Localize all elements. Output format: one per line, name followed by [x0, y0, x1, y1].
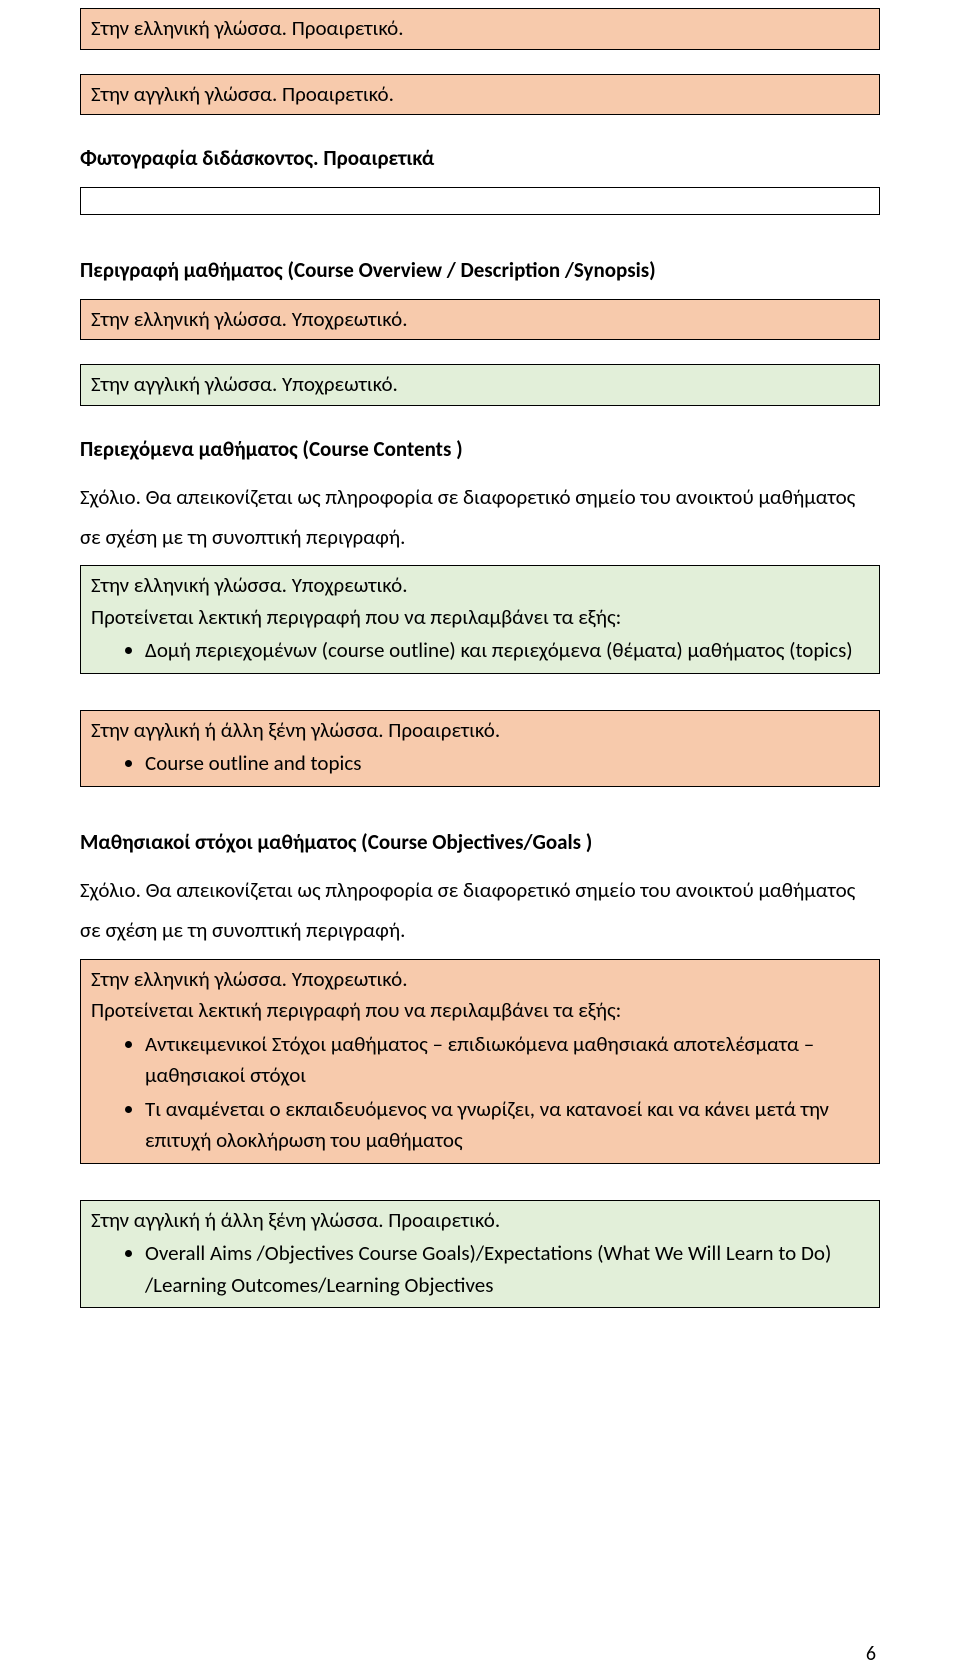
text-greek-mandatory-2: Στην ελληνική γλώσσα. Υποχρεωτικό. — [91, 570, 869, 602]
bullet-course-outline: Course outline and topics — [145, 748, 869, 780]
text-greek-mandatory-1: Στην ελληνική γλώσσα. Υποχρεωτικό. — [91, 306, 408, 332]
text-english-other-optional-1: Στην αγγλική ή άλλη ξένη γλώσσα. Προαιρε… — [91, 715, 869, 747]
spacer — [80, 239, 880, 251]
text-english-mandatory-1: Στην αγγλική γλώσσα. Υποχρεωτικό. — [91, 371, 398, 397]
box-greek-mandatory-1: Στην ελληνική γλώσσα. Υποχρεωτικό. — [80, 299, 880, 341]
heading-contents: Περιεχόμενα μαθήματος (Course Contents ) — [80, 430, 880, 470]
box-contents-greek: Στην ελληνική γλώσσα. Υποχρεωτικό. Προτε… — [80, 565, 880, 674]
bullet-structure: Δομή περιεχομένων (course outline) και π… — [145, 635, 869, 667]
page: Στην ελληνική γλώσσα. Προαιρετικό. Στην … — [0, 0, 960, 1678]
box-objectives-english: Στην αγγλική ή άλλη ξένη γλώσσα. Προαιρε… — [80, 1200, 880, 1309]
box-english-mandatory-1: Στην αγγλική γλώσσα. Υποχρεωτικό. — [80, 364, 880, 406]
note-text-2: Σχόλιο. Θα απεικονίζεται ως πληροφορία σ… — [80, 871, 880, 951]
heading-objectives: Μαθησιακοί στόχοι μαθήματος (Course Obje… — [80, 823, 880, 863]
bullets-overall-aims: Overall Aims /Objectives Course Goals)/E… — [91, 1238, 869, 1301]
box-english-optional-1: Στην αγγλική γλώσσα. Προαιρετικό. — [80, 74, 880, 116]
text-english-other-optional-2: Στην αγγλική ή άλλη ξένη γλώσσα. Προαιρε… — [91, 1205, 869, 1237]
text-suggest-intro-1: Προτείνεται λεκτική περιγραφή που να περ… — [91, 602, 869, 634]
bullet-objectives-2: Τι αναμένεται ο εκπαιδευόμενος να γνωρίζ… — [145, 1094, 869, 1157]
bullet-overall-aims: Overall Aims /Objectives Course Goals)/E… — [145, 1238, 869, 1301]
box-contents-english: Στην αγγλική ή άλλη ξένη γλώσσα. Προαιρε… — [80, 710, 880, 787]
spacer — [80, 811, 880, 823]
spacer — [80, 698, 880, 710]
bullets-objectives: Αντικειμενικοί Στόχοι μαθήματος – επιδιω… — [91, 1029, 869, 1157]
box-greek-optional-1: Στην ελληνική γλώσσα. Προαιρετικό. — [80, 8, 880, 50]
text-greek-optional-1: Στην ελληνική γλώσσα. Προαιρετικό. — [91, 15, 404, 41]
box-objectives-greek: Στην ελληνική γλώσσα. Υποχρεωτικό. Προτε… — [80, 959, 880, 1164]
heading-photo: Φωτογραφία διδάσκοντος. Προαιρετικά — [80, 139, 880, 179]
bullets-course-outline: Course outline and topics — [91, 748, 869, 780]
page-number: 6 — [866, 1642, 876, 1666]
bullet-objectives-1: Αντικειμενικοί Στόχοι μαθήματος – επιδιω… — [145, 1029, 869, 1092]
text-english-optional-1: Στην αγγλική γλώσσα. Προαιρετικό. — [91, 81, 394, 107]
text-greek-mandatory-3: Στην ελληνική γλώσσα. Υποχρεωτικό. — [91, 964, 869, 996]
text-suggest-intro-2: Προτείνεται λεκτική περιγραφή που να περ… — [91, 995, 869, 1027]
note-text-1: Σχόλιο. Θα απεικονίζεται ως πληροφορία σ… — [80, 478, 880, 558]
bullets-structure: Δομή περιεχομένων (course outline) και π… — [91, 635, 869, 667]
spacer — [80, 1188, 880, 1200]
box-photo-empty — [80, 187, 880, 215]
heading-overview: Περιγραφή μαθήματος (Course Overview / D… — [80, 251, 880, 291]
